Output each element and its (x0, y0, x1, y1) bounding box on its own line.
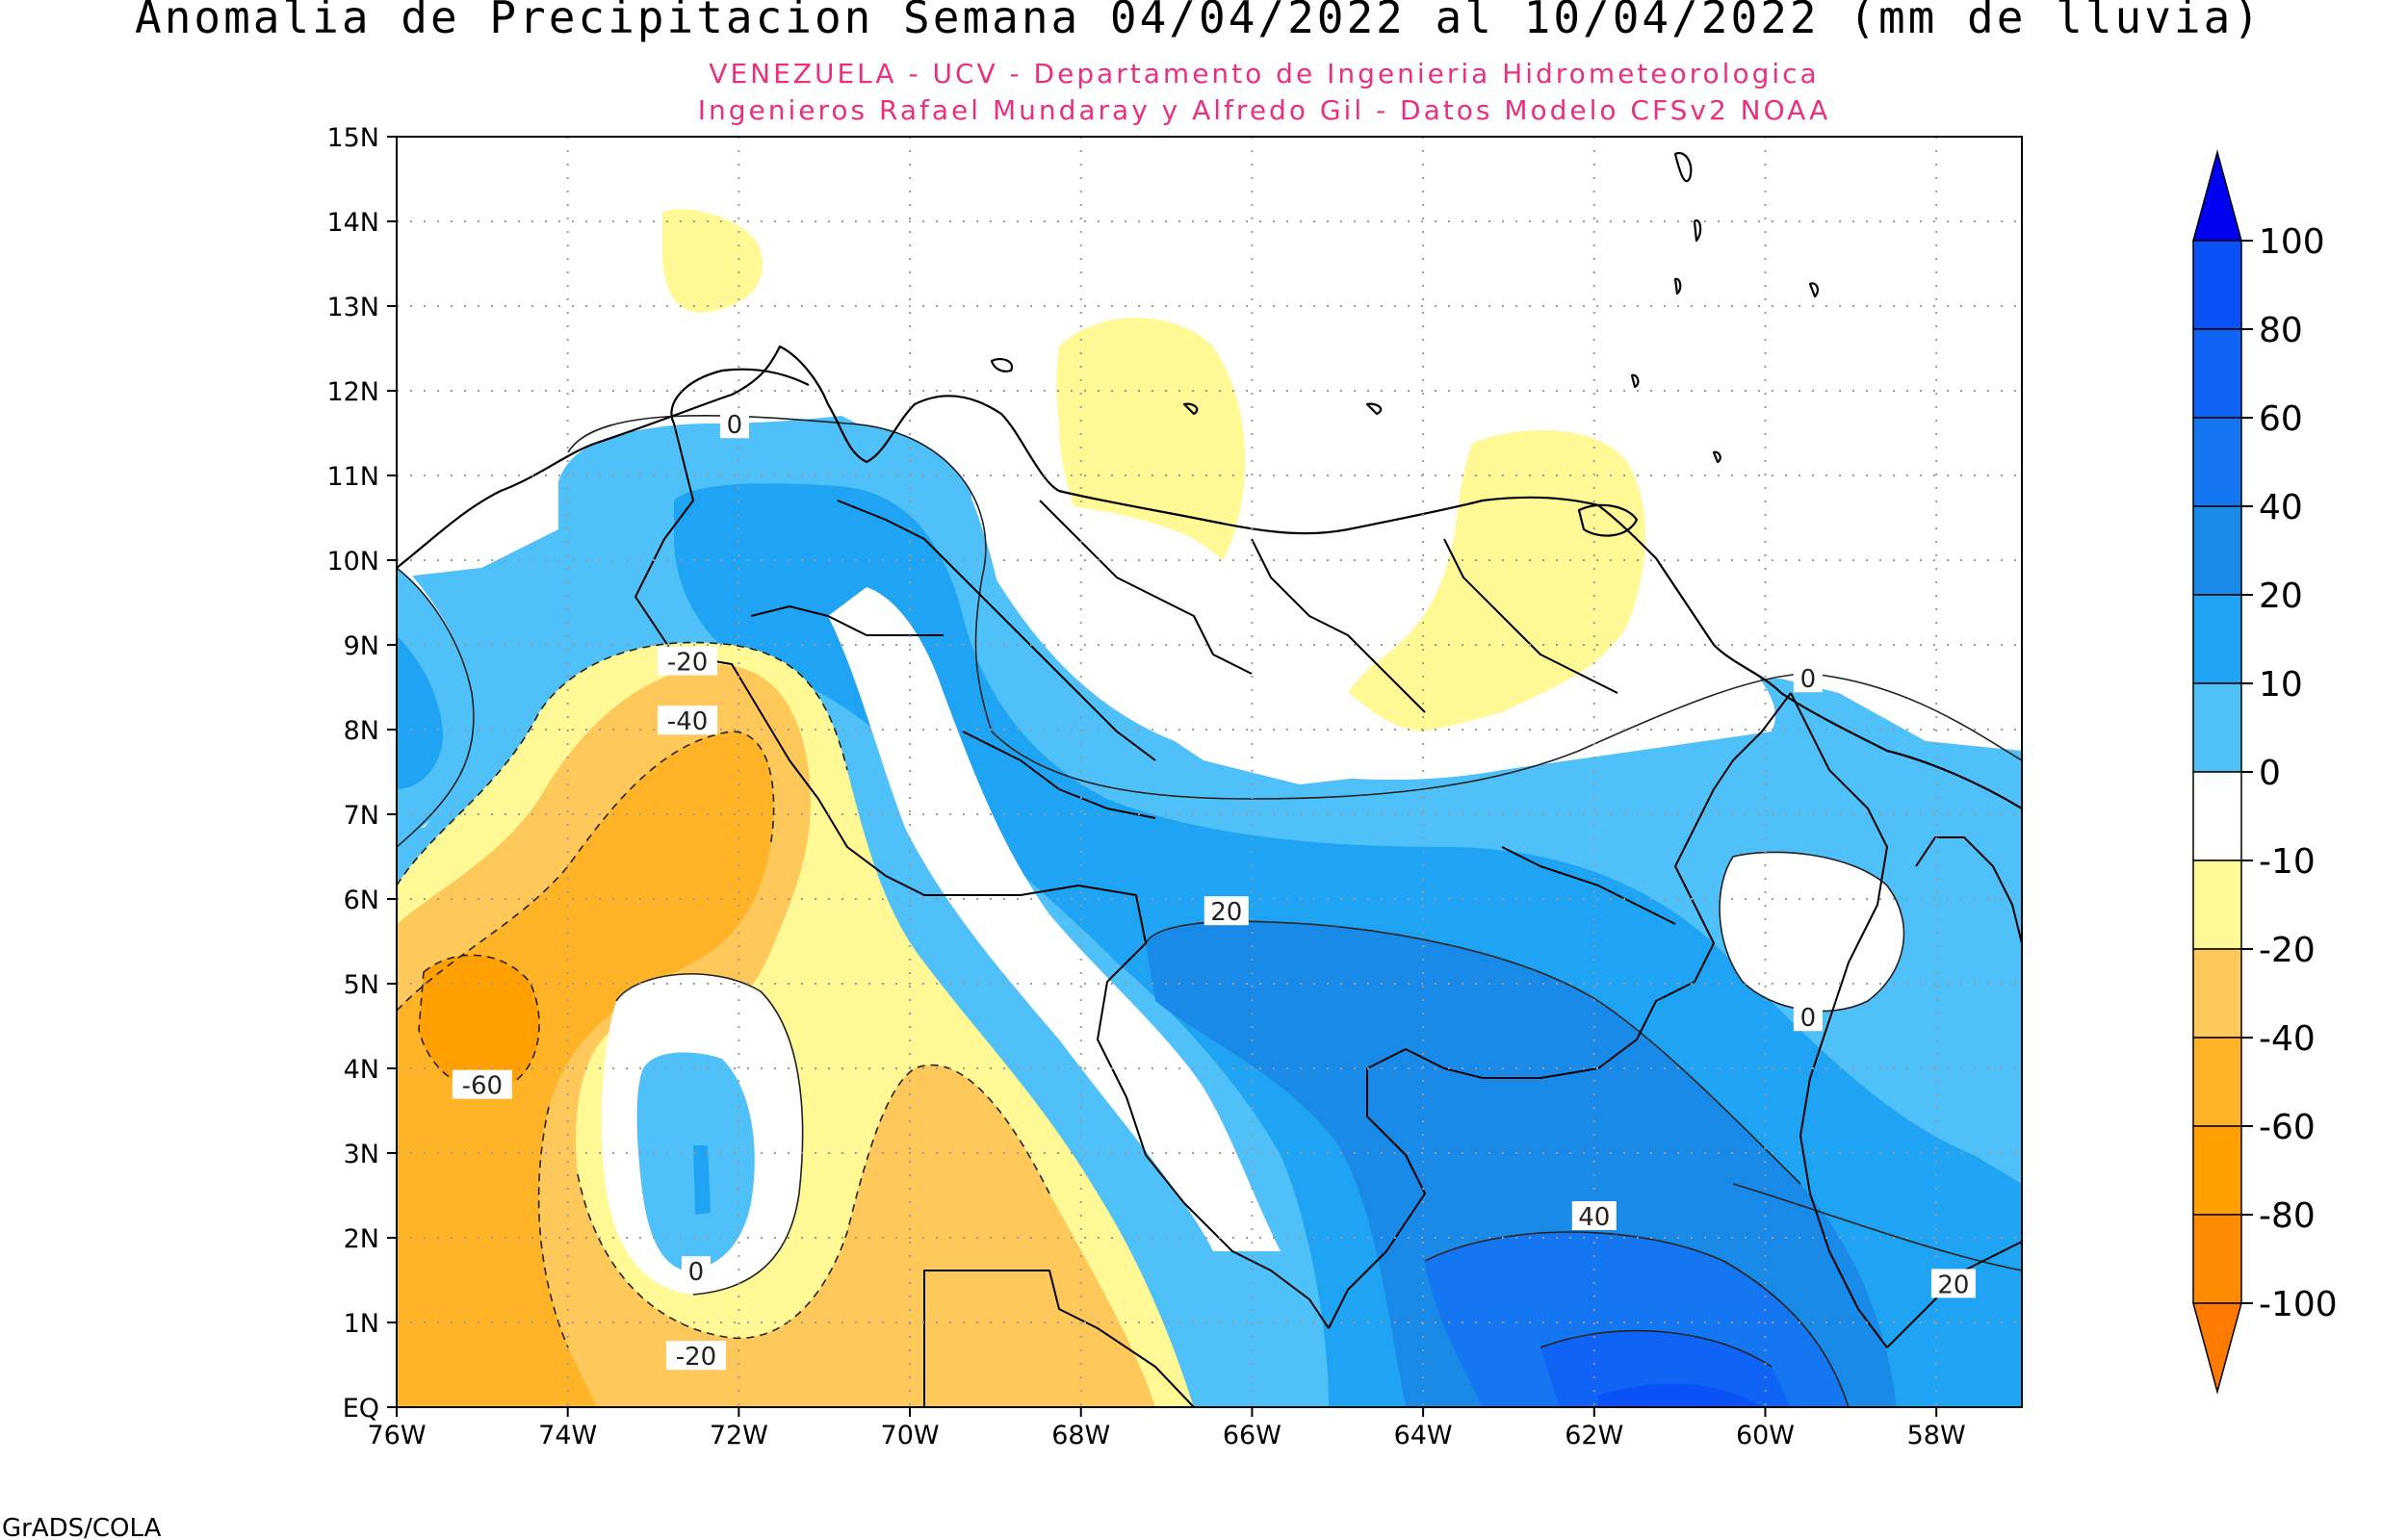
colorbar-swatch (2192, 1037, 2242, 1127)
lon-tick-label: 72W (710, 1421, 768, 1450)
lon-tick-label: 62W (1565, 1421, 1623, 1450)
lat-tick-label: 2N (344, 1224, 379, 1254)
contour-label-background (681, 1256, 711, 1286)
colorbar-swatch (2192, 240, 2242, 330)
map-panel: 15N 14N 13N 12N 11N 10N 9N 8N 7N 6N 5N 4N 3N 2N 1N EQ76… (326, 123, 2023, 1450)
colorbar-tick-label: 10 (2259, 665, 2303, 705)
colorbar-tick-label: 60 (2259, 399, 2303, 439)
contour-label-background (1204, 896, 1249, 926)
colorbar-top-arrow (2192, 149, 2242, 242)
contour-label-background (1793, 1002, 1823, 1032)
contour-label: 40 (1578, 1203, 1610, 1232)
contour-label-background (1930, 1269, 1976, 1298)
contour-label-background (1793, 663, 1823, 693)
colorbar-tick-label: -20 (2259, 931, 2316, 970)
coastline (397, 345, 2022, 809)
colorbar-swatch (2192, 505, 2242, 596)
lon-tick-label: 76W (367, 1421, 426, 1450)
contour-label: -60 (462, 1072, 503, 1101)
colorbar-tick-label: -100 (2259, 1285, 2338, 1324)
contour-label: 20 (1210, 898, 1242, 927)
colorbar-swatch (2192, 1214, 2242, 1304)
contour-label-background (719, 409, 749, 439)
negative-anomaly-40-60 (397, 732, 774, 1407)
lat-tick-label: 11N (326, 462, 379, 492)
lat-tick-label: 8N (344, 716, 379, 746)
contour-label: 0 (1800, 665, 1817, 694)
contour-label-background (658, 646, 718, 676)
contour-label: 0 (688, 1258, 705, 1287)
colorbar-swatch (2192, 682, 2242, 773)
lat-tick-label: 1N (344, 1309, 379, 1339)
colorbar-tick-label: -40 (2259, 1019, 2316, 1059)
lon-tick-label: 66W (1223, 1421, 1281, 1450)
contour-label: 20 (1937, 1270, 1969, 1299)
colorbar-swatch (2192, 771, 2242, 861)
colorbar-tick-label: 100 (2259, 222, 2325, 262)
lat-tick-label: 14N (326, 208, 379, 238)
map-subtitle-line1: VENEZUELA - UCV - Departamento de Ingeni… (709, 58, 1819, 90)
lat-tick-label: 3N (344, 1140, 379, 1169)
lat-tick-label: 15N (326, 123, 379, 153)
contour-label: 0 (727, 411, 743, 440)
contour-labels: 0 -20 -40 -60 0 -20 20 40 0 0 20 (452, 409, 1976, 1372)
colorbar-tick-label: 0 (2259, 754, 2281, 793)
lat-tick-label: EQ (343, 1394, 379, 1424)
lon-tick-label: 74W (538, 1421, 597, 1450)
colorbar-tick-label: -80 (2259, 1196, 2316, 1236)
map-frame (396, 136, 2023, 1408)
lat-tick-label: 12N (326, 377, 379, 407)
grads-credit: GrADS/COLA (2, 1514, 162, 1540)
colorbar-tick-label: -10 (2259, 842, 2316, 882)
lat-tick-label: 13N (326, 293, 379, 322)
lat-tick-label: 7N (344, 801, 379, 831)
map-title: Anomalia de Precipitacion Semana 04/04/2… (135, 0, 2263, 43)
lat-tick-label: 6N (344, 886, 379, 915)
contour-label-background (1571, 1201, 1617, 1230)
lat-tick-label: 5N (344, 970, 379, 1000)
contour-label: -20 (667, 649, 708, 678)
contour-label-background (452, 1069, 512, 1099)
colorbar-swatch (2192, 860, 2242, 950)
colorbar-swatch (2192, 594, 2242, 684)
colorbar-tick-label: 20 (2259, 577, 2303, 616)
contour-label: -40 (667, 707, 708, 736)
colorbar-swatch (2192, 1125, 2242, 1216)
contour-label: -20 (676, 1343, 716, 1372)
lat-tick-label: 9N (344, 631, 379, 661)
contour-label: 0 (1800, 1004, 1817, 1033)
colorbar-swatch (2192, 328, 2242, 419)
map-subtitle-line2: Ingenieros Rafael Mundaray y Alfredo Gil… (698, 94, 1830, 126)
colorbar-tick-label: 80 (2259, 311, 2303, 350)
lon-tick-label: 60W (1736, 1421, 1795, 1450)
lon-tick-label: 58W (1907, 1421, 1966, 1450)
lon-tick-label: 68W (1051, 1421, 1110, 1450)
lon-tick-label: 70W (881, 1421, 940, 1450)
lon-tick-label: 64W (1394, 1421, 1453, 1450)
lat-tick-label: 10N (326, 547, 379, 577)
colorbar-swatch (2192, 948, 2242, 1039)
anomaly-shading (397, 137, 2022, 1407)
axis-ticks: 15N 14N 13N 12N 11N 10N 9N 8N 7N 6N 5N 4N 3N 2N 1N EQ76… (326, 123, 1965, 1450)
contour-label-background (658, 706, 718, 735)
colorbar-swatch (2192, 417, 2242, 507)
colorbar-bottom-arrow (2192, 1302, 2242, 1395)
colorbar-tick-label: 40 (2259, 488, 2303, 527)
contour-label-background (665, 1341, 726, 1371)
colorbar-tick-label: -60 (2259, 1108, 2316, 1147)
lat-tick-label: 4N (344, 1055, 379, 1085)
